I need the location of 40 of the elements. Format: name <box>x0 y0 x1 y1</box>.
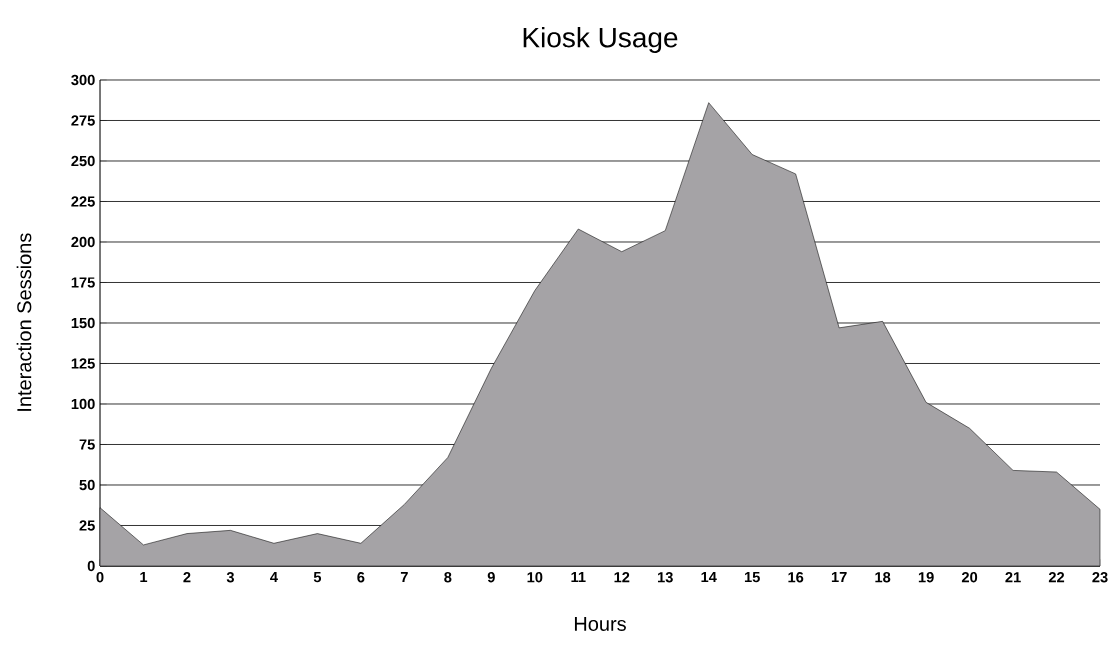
y-tick-label: 250 <box>71 155 95 167</box>
chart-title: Kiosk Usage <box>523 26 678 54</box>
y-axis-title: Interaction Sessions <box>16 233 32 411</box>
x-tick-label: 20 <box>961 572 978 583</box>
y-tick-label: 150 <box>71 317 95 329</box>
y-tick-label: 175 <box>71 277 95 288</box>
x-tick-label: 4 <box>270 572 278 583</box>
y-tick-label: 0 <box>87 560 95 572</box>
x-tick-label: 21 <box>1005 572 1021 583</box>
x-tick-label: 12 <box>614 572 630 583</box>
y-tick-label: 50 <box>79 479 95 491</box>
x-tick-label: 6 <box>357 572 365 583</box>
x-tick-label: 3 <box>226 572 234 583</box>
y-tick-label: 200 <box>71 236 95 248</box>
x-tick-label: 1 <box>140 572 148 583</box>
y-tick-label: 25 <box>79 520 95 531</box>
x-tick-label: 23 <box>1092 572 1108 583</box>
x-tick-label: 10 <box>527 572 543 583</box>
x-tick-label: 9 <box>487 572 495 583</box>
x-tick-label: 2 <box>183 572 191 583</box>
x-axis-title: Hours <box>574 617 626 631</box>
x-tick-label: 5 <box>313 572 322 583</box>
x-tick-label: 15 <box>744 572 760 583</box>
x-tick-label: 0 <box>96 572 104 583</box>
x-tick-label: 16 <box>788 572 804 583</box>
x-tick-label: 22 <box>1048 572 1065 583</box>
x-tick-label: 13 <box>657 572 673 583</box>
x-tick-label: 11 <box>571 572 586 583</box>
y-tick-label: 300 <box>71 74 95 86</box>
x-tick-label: 7 <box>400 572 408 583</box>
y-tick-label: 75 <box>79 439 95 450</box>
y-tick-label: 275 <box>71 115 95 126</box>
x-tick-label: 19 <box>918 572 934 583</box>
x-tick-label: 14 <box>701 572 717 583</box>
x-tick-label: 8 <box>444 572 452 583</box>
y-tick-label: 125 <box>71 358 95 369</box>
x-tick-label: 17 <box>831 572 847 583</box>
x-tick-label: 18 <box>875 572 891 583</box>
y-tick-label: 100 <box>71 398 95 410</box>
y-tick-label: 225 <box>71 196 95 207</box>
